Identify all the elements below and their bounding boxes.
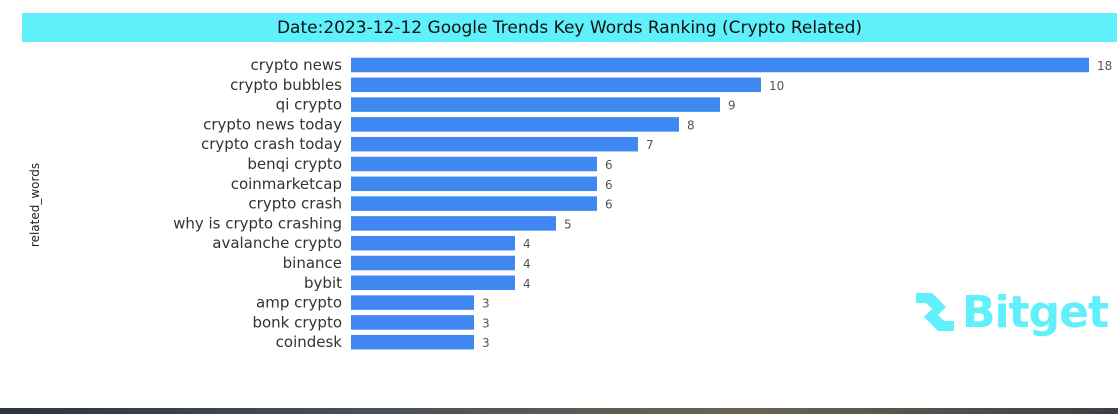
bar[interactable] (351, 216, 556, 231)
bar[interactable] (351, 176, 597, 192)
category-label: why is crypto crashing (173, 214, 342, 232)
bar[interactable] (351, 315, 474, 330)
desktop-bottom-strip (0, 408, 1118, 414)
category-label: crypto news today (203, 115, 342, 133)
bar[interactable] (351, 136, 638, 152)
data-label: 4 (523, 257, 531, 271)
bar[interactable] (351, 97, 720, 112)
category-label: crypto crash today (201, 135, 342, 153)
data-label: 10 (769, 79, 784, 93)
data-label: 7 (646, 138, 654, 152)
bitget-logo-text: Bitget (962, 286, 1109, 338)
category-label: benqi crypto (247, 155, 342, 173)
bitget-logo: Bitget (912, 282, 1112, 342)
bar[interactable] (351, 255, 515, 271)
data-label: 4 (523, 237, 531, 251)
bitget-logo-icon (916, 293, 954, 331)
category-label: amp crypto (256, 294, 342, 312)
data-label: 6 (605, 198, 613, 212)
bar[interactable] (351, 117, 679, 132)
bar[interactable] (351, 275, 515, 291)
bar[interactable] (351, 57, 1089, 73)
category-label: avalanche crypto (212, 234, 342, 252)
bar[interactable] (351, 235, 515, 251)
category-label: qi crypto (276, 96, 342, 114)
category-label: crypto news (251, 56, 343, 74)
data-label: 5 (564, 217, 572, 231)
category-label: binance (283, 254, 342, 272)
data-label: 6 (605, 158, 613, 172)
data-label: 3 (482, 336, 490, 350)
category-label: crypto crash (248, 195, 342, 213)
category-label: crypto bubbles (230, 76, 342, 94)
category-label: coindesk (276, 333, 343, 351)
category-label: coinmarketcap (231, 175, 342, 193)
data-label: 18 (1097, 59, 1112, 73)
data-label: 3 (482, 297, 490, 311)
data-label: 8 (687, 118, 695, 132)
data-label: 3 (482, 316, 490, 330)
chart-title: Date:2023-12-12 Google Trends Key Words … (276, 17, 863, 38)
bar[interactable] (351, 334, 474, 350)
bar[interactable] (351, 156, 597, 172)
data-label: 9 (728, 99, 736, 113)
bar[interactable] (351, 196, 597, 211)
chart-title-bar: Date:2023-12-12 Google Trends Key Words … (22, 13, 1117, 42)
data-label: 6 (605, 178, 613, 192)
bar[interactable] (351, 295, 474, 310)
category-label: bonk crypto (252, 313, 342, 331)
category-label: bybit (304, 274, 342, 292)
data-label: 4 (523, 277, 531, 291)
bar[interactable] (351, 77, 761, 93)
